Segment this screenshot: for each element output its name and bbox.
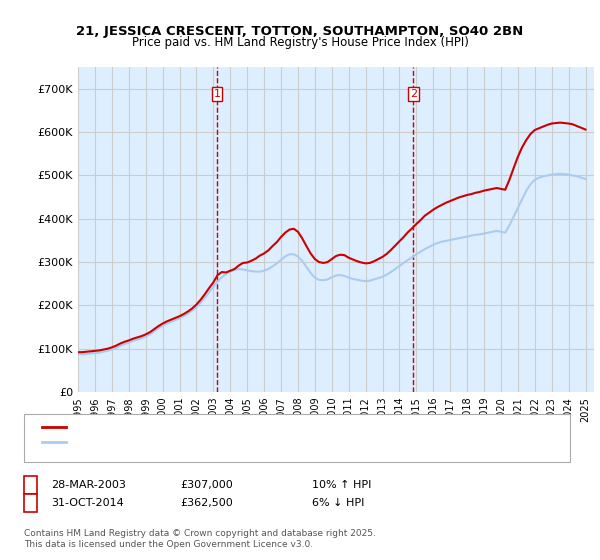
Text: 31-OCT-2014: 31-OCT-2014 <box>51 498 124 508</box>
Text: 10% ↑ HPI: 10% ↑ HPI <box>312 480 371 490</box>
Text: £307,000: £307,000 <box>180 480 233 490</box>
Text: 21, JESSICA CRESCENT, TOTTON, SOUTHAMPTON, SO40 2BN: 21, JESSICA CRESCENT, TOTTON, SOUTHAMPTO… <box>76 25 524 38</box>
Text: 1: 1 <box>27 480 34 490</box>
Text: 2: 2 <box>410 89 417 99</box>
Text: 2: 2 <box>27 498 34 508</box>
Text: 28-MAR-2003: 28-MAR-2003 <box>51 480 126 490</box>
Text: 6% ↓ HPI: 6% ↓ HPI <box>312 498 364 508</box>
Text: 1: 1 <box>214 89 221 99</box>
Text: 21, JESSICA CRESCENT, TOTTON, SOUTHAMPTON, SO40 2BN (detached house): 21, JESSICA CRESCENT, TOTTON, SOUTHAMPTO… <box>69 422 479 432</box>
Text: Contains HM Land Registry data © Crown copyright and database right 2025.
This d: Contains HM Land Registry data © Crown c… <box>24 529 376 549</box>
Text: Price paid vs. HM Land Registry's House Price Index (HPI): Price paid vs. HM Land Registry's House … <box>131 36 469 49</box>
Text: £362,500: £362,500 <box>180 498 233 508</box>
Text: HPI: Average price, detached house, New Forest: HPI: Average price, detached house, New … <box>69 437 320 447</box>
